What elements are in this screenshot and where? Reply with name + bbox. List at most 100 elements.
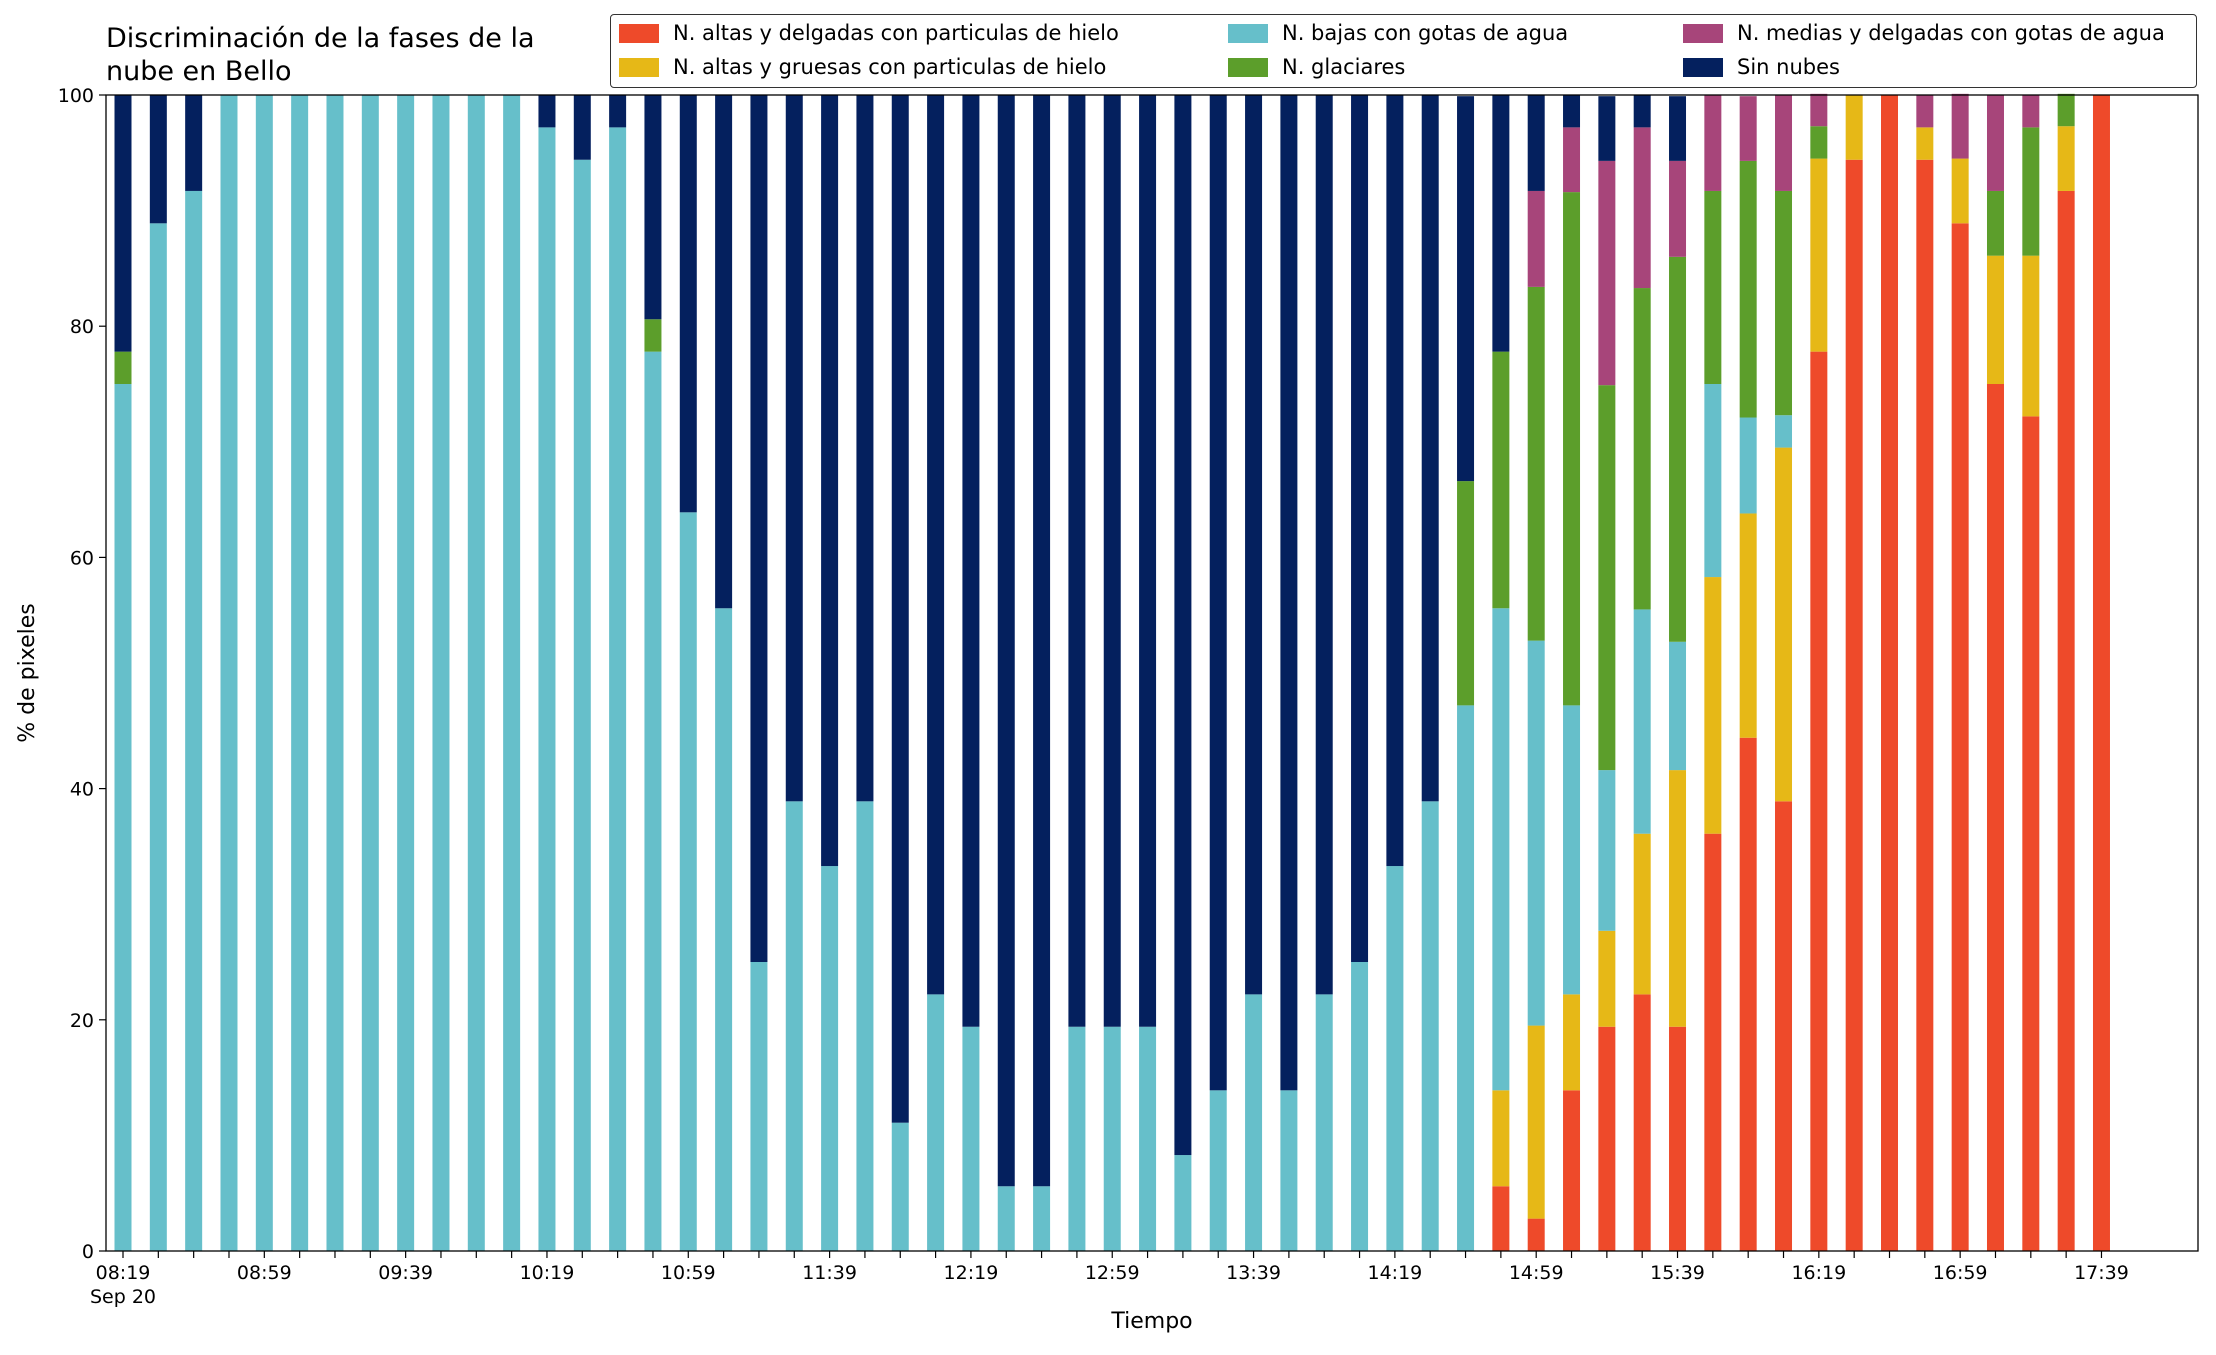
- bar-segment: [2022, 416, 2040, 1251]
- legend: N. altas y delgadas con particulas de hi…: [610, 14, 2197, 88]
- bar-segment: [715, 608, 733, 1251]
- bar-segment: [609, 95, 627, 128]
- legend-item: N. glaciares: [1228, 55, 1405, 79]
- bar-segment: [1033, 95, 1051, 1187]
- bar-segment: [1598, 96, 1616, 161]
- bar-segment: [1633, 833, 1651, 995]
- bar-segment: [1209, 95, 1227, 1091]
- bar-segment: [1351, 962, 1369, 1251]
- bar-segment: [891, 1122, 909, 1251]
- bar-segment: [609, 127, 627, 1251]
- legend-swatch: [1228, 23, 1268, 43]
- bar-segment: [679, 512, 697, 1251]
- legend-item: N. altas y gruesas con particulas de hie…: [619, 55, 1106, 79]
- y-tick-label: 0: [82, 1241, 94, 1263]
- bar-segment: [1068, 1026, 1086, 1251]
- bar-segment: [1704, 384, 1722, 578]
- bar-segment: [1421, 801, 1439, 1251]
- x-axis-label: Tiempo: [1110, 1309, 1192, 1334]
- bar-segment: [891, 95, 909, 1123]
- bar-segment: [1669, 641, 1687, 771]
- legend-swatch: [619, 57, 659, 77]
- bar-segment: [997, 95, 1015, 1187]
- bar-segment: [2092, 95, 2110, 1251]
- bar-segment: [1669, 96, 1687, 161]
- bar-segment: [1174, 1155, 1192, 1251]
- bar-segment: [149, 95, 167, 224]
- bar-segment: [1103, 1026, 1121, 1251]
- x-tick-label: 14:19: [1367, 1262, 1422, 1284]
- bar-segment: [1810, 351, 1828, 1252]
- bar-segment: [1174, 95, 1192, 1156]
- legend-swatch: [1683, 57, 1723, 77]
- y-tick-label: 40: [70, 779, 94, 801]
- bar-segment: [962, 1026, 980, 1251]
- y-tick-label: 80: [70, 316, 94, 338]
- bar-segment: [1810, 93, 1828, 127]
- bar-segment: [679, 95, 697, 513]
- bar-segment: [1775, 801, 1793, 1251]
- bar-segment: [1633, 994, 1651, 1251]
- bar-segment: [185, 190, 203, 1251]
- bar-segment: [962, 95, 980, 1027]
- x-tick-label: 14:59: [1509, 1262, 1564, 1284]
- bar-segment: [149, 223, 167, 1251]
- bar-segment: [1280, 95, 1298, 1091]
- bar-segment: [326, 95, 344, 1251]
- bar-segment: [1704, 577, 1722, 834]
- bar-segment: [1845, 95, 1863, 160]
- bar-segment: [255, 95, 273, 1251]
- bar-segment: [1527, 190, 1545, 287]
- bar-segment: [1739, 513, 1757, 738]
- bar-segment: [1492, 608, 1510, 1091]
- bar-segment: [1457, 481, 1475, 706]
- legend-item: N. medias y delgadas con gotas de agua: [1683, 21, 2165, 45]
- bar-segment: [1739, 417, 1757, 514]
- bar-segment: [1598, 930, 1616, 1027]
- bar-segment: [2022, 255, 2040, 417]
- x-tick-label: 17:39: [2074, 1262, 2129, 1284]
- y-tick-label: 60: [70, 547, 94, 569]
- bar-segment: [503, 95, 521, 1251]
- bar-segment: [644, 351, 662, 1252]
- bar-segment: [1527, 95, 1545, 191]
- legend-item: Sin nubes: [1683, 55, 1840, 79]
- bar-segment: [467, 95, 485, 1251]
- bar-segment: [1245, 994, 1263, 1251]
- bar-segment: [1315, 994, 1333, 1251]
- bar-segment: [1810, 158, 1828, 352]
- bar-segment: [1563, 127, 1581, 193]
- bar-segment: [1669, 1026, 1687, 1251]
- bar-segment: [432, 95, 450, 1251]
- bar-segment: [1633, 609, 1651, 834]
- bar-segment: [1033, 1186, 1051, 1251]
- bar-segment: [1775, 190, 1793, 416]
- bar-segment: [1704, 95, 1722, 191]
- bar-segment: [397, 95, 415, 1251]
- bar-segment: [1492, 1186, 1510, 1251]
- legend-label: N. glaciares: [1282, 55, 1406, 79]
- bar-segment: [1315, 95, 1333, 995]
- bar-segment: [1068, 95, 1086, 1027]
- y-axis-label: % de pixeles: [15, 603, 40, 742]
- bar-segment: [927, 95, 945, 995]
- bar-segment: [1916, 159, 1934, 1252]
- bar-segment: [1951, 223, 1969, 1251]
- y-tick-label: 20: [70, 1010, 94, 1032]
- bar-segment: [1810, 126, 1828, 159]
- bar-segment: [1527, 1025, 1545, 1219]
- bar-segment: [2022, 95, 2040, 128]
- bar-segment: [1775, 95, 1793, 191]
- bar-segment: [185, 95, 203, 191]
- bar-segment: [2022, 127, 2040, 256]
- bar-segment: [114, 351, 132, 384]
- bar-segment: [1386, 866, 1404, 1251]
- x-tick-label: 08:59: [237, 1262, 292, 1284]
- legend-swatch: [1683, 23, 1723, 43]
- bar-segment: [538, 95, 556, 128]
- bar-segment: [715, 95, 733, 609]
- bar-segment: [291, 95, 309, 1251]
- bar-segment: [1669, 256, 1687, 642]
